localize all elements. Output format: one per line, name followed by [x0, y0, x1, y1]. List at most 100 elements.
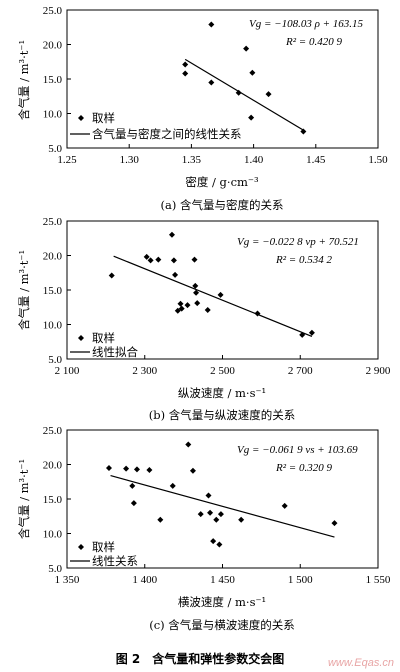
data-point-b [204, 307, 211, 314]
data-point-c [281, 502, 288, 509]
y-tick-label-c: 10.0 [43, 529, 63, 541]
x-tick-label-c: 1 550 [366, 574, 391, 586]
x-tick-label-a: 1.25 [57, 154, 77, 166]
data-point-b [108, 272, 115, 279]
data-point-c [185, 441, 192, 448]
figure-title: 图 2 含气量和弹性参数交会图 [116, 651, 285, 666]
data-point-a [182, 70, 189, 77]
r2-c: R² = 0.320 9 [275, 462, 332, 474]
watermark-text: www.Eqas.cn [328, 657, 394, 669]
y-tick-label-a: 10.0 [43, 109, 63, 121]
data-point-c [123, 465, 130, 472]
caption-c: (c) 含气量与横波速度的关系 [149, 618, 295, 632]
y-tick-label-a: 5.0 [48, 143, 62, 155]
x-tick-label-c: 1 500 [288, 574, 313, 586]
y-tick-label-b: 25.0 [43, 216, 63, 228]
equation-c: Vg = −0.061 9 vs + 103.69 [237, 444, 358, 456]
data-point-c [331, 520, 338, 527]
y-tick-label-b: 10.0 [43, 320, 63, 332]
y-axis-label-b: 含气量 / m³·t⁻¹ [17, 250, 31, 330]
data-point-b [168, 231, 175, 238]
r2-b: R² = 0.534 2 [275, 254, 332, 266]
data-point-b [177, 300, 184, 307]
data-point-b [143, 253, 150, 260]
x-tick-label-a: 1.50 [368, 154, 388, 166]
data-point-c [213, 516, 220, 523]
data-point-b [217, 291, 224, 298]
data-point-c [146, 467, 153, 474]
x-tick-label-b: 2 100 [55, 365, 80, 377]
data-point-b [184, 302, 191, 309]
data-point-c [207, 509, 214, 516]
y-tick-label-a: 25.0 [43, 5, 63, 17]
r2-a: R² = 0.420 9 [285, 36, 342, 48]
data-point-a [249, 69, 256, 76]
data-point-b [178, 305, 185, 312]
caption-b: (b) 含气量与纵波速度的关系 [149, 408, 296, 422]
x-tick-label-a: 1.35 [182, 154, 202, 166]
equation-a: Vg = −108.03 ρ + 163.15 [249, 18, 364, 30]
data-point-b [147, 257, 154, 264]
y-tick-label-a: 15.0 [43, 74, 63, 86]
y-tick-label-c: 15.0 [43, 494, 63, 506]
data-point-b [192, 282, 199, 289]
legend-points-b: 取样 [92, 331, 115, 345]
data-point-c [169, 482, 176, 489]
data-point-b [172, 271, 179, 278]
legend-marker-a [78, 115, 84, 121]
y-tick-label-b: 5.0 [48, 354, 62, 366]
equation-b: Vg = −0.022 8 vp + 70.521 [237, 236, 359, 248]
x-tick-label-a: 1.30 [120, 154, 140, 166]
data-point-b [308, 329, 315, 336]
data-point-a [248, 114, 255, 121]
data-point-c [205, 492, 212, 499]
chart-panel-b: 2 100 2 300 2 500 2 700 2 900 5.0 10.0 15.0 20.0… [17, 216, 391, 422]
data-point-a [208, 79, 215, 86]
data-point-b [193, 289, 200, 296]
legend-line-label-c: 线性关系 [92, 554, 138, 568]
legend-points-a: 取样 [92, 111, 115, 125]
data-point-b [170, 257, 177, 264]
data-point-c [133, 466, 140, 473]
data-point-c [105, 464, 112, 471]
axis-ticks-b: 2 100 2 300 2 500 2 700 2 900 5.0 10.0 15.0 20.0… [43, 216, 391, 377]
y-tick-label-c: 5.0 [48, 563, 62, 575]
data-point-c [189, 467, 196, 474]
legend-marker-c [78, 544, 84, 550]
trend-line-b [113, 255, 313, 337]
x-tick-label-b: 2 300 [132, 365, 157, 377]
legend-marker-b [78, 335, 84, 341]
data-point-c [129, 482, 136, 489]
y-axis-label-c: 含气量 / m³·t⁻¹ [17, 459, 31, 539]
caption-a: (a) 含气量与密度的关系 [161, 198, 284, 212]
data-point-c [210, 538, 217, 545]
y-axis-label-a: 含气量 / m³·t⁻¹ [17, 40, 31, 120]
x-axis-label-a: 密度 / g·cm⁻³ [185, 175, 259, 189]
y-tick-label-c: 25.0 [43, 425, 63, 437]
axis-ticks-c: 1 350 1 400 1 450 1 500 1 550 5.0 10.0 15.0 20.0… [43, 425, 391, 586]
data-point-a [243, 45, 250, 52]
data-point-c [217, 511, 224, 518]
x-tick-label-a: 1.40 [244, 154, 264, 166]
x-tick-label-b: 2 700 [288, 365, 313, 377]
data-point-c [216, 541, 223, 548]
x-tick-label-b: 2 500 [210, 365, 235, 377]
data-points-b [108, 231, 315, 338]
data-point-a [208, 21, 215, 28]
x-tick-label-c: 1 450 [210, 574, 235, 586]
data-points-a [182, 21, 307, 135]
data-point-a [235, 89, 242, 96]
data-point-b [155, 256, 162, 263]
y-tick-label-b: 15.0 [43, 285, 63, 297]
x-axis-label-c: 横波速度 / m·s⁻¹ [178, 595, 266, 609]
data-point-a [182, 61, 189, 68]
data-point-b [194, 300, 201, 307]
x-axis-label-b: 纵波速度 / m·s⁻¹ [178, 386, 266, 400]
data-point-b [191, 256, 198, 263]
chart-panel-c: 1 350 1 400 1 450 1 500 1 550 5.0 10.0 15.0 20.0… [17, 425, 391, 632]
legend-line-label-a: 含气量与密度之间的线性关系 [92, 127, 242, 141]
data-points-c [105, 441, 338, 548]
trend-line-c [110, 475, 335, 538]
data-point-c [157, 516, 164, 523]
data-point-c [130, 500, 137, 507]
